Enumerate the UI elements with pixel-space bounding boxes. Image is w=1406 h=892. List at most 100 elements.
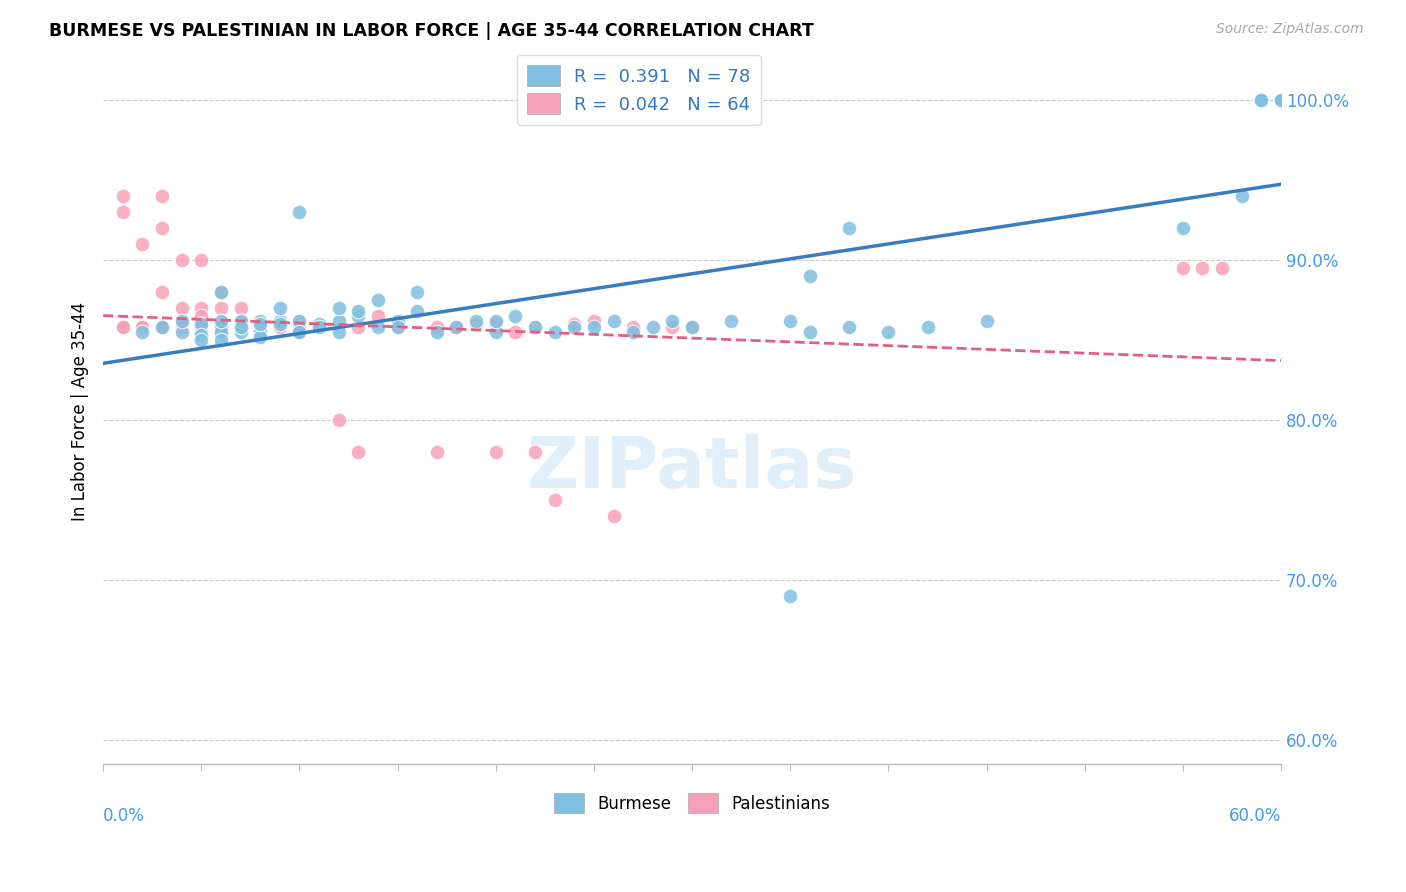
Point [661, 313, 683, 327]
Point [1191, 260, 1213, 275]
Point [328, 301, 350, 315]
Point [446, 320, 468, 334]
Point [150, 320, 173, 334]
Point [111, 188, 134, 202]
Point [190, 317, 212, 331]
Point [288, 320, 311, 334]
Point [485, 313, 508, 327]
Point [111, 204, 134, 219]
Point [269, 317, 291, 331]
Point [288, 325, 311, 339]
Point [288, 204, 311, 219]
Point [288, 313, 311, 327]
Point [249, 320, 271, 334]
Point [131, 320, 153, 334]
Point [387, 320, 409, 334]
Point [367, 309, 389, 323]
Point [347, 320, 370, 334]
Point [288, 325, 311, 339]
Point [1211, 260, 1233, 275]
Legend: Burmese, Palestinians: Burmese, Palestinians [547, 787, 837, 820]
Point [779, 313, 801, 327]
Point [621, 320, 644, 334]
Point [602, 313, 624, 327]
Point [426, 445, 449, 459]
Point [1250, 93, 1272, 107]
Point [288, 313, 311, 327]
Point [917, 320, 939, 334]
Point [1270, 93, 1292, 107]
Point [328, 413, 350, 427]
Point [249, 320, 271, 334]
Point [838, 320, 860, 334]
Point [465, 317, 488, 331]
Point [505, 309, 527, 323]
Point [229, 317, 252, 331]
Point [111, 320, 134, 334]
Point [209, 325, 232, 339]
Point [681, 320, 703, 334]
Point [838, 220, 860, 235]
Point [150, 320, 173, 334]
Point [328, 325, 350, 339]
Point [269, 317, 291, 331]
Point [582, 313, 605, 327]
Point [229, 320, 252, 334]
Point [347, 445, 370, 459]
Point [209, 313, 232, 327]
Point [308, 317, 330, 331]
Point [347, 309, 370, 323]
Point [681, 320, 703, 334]
Point [1270, 93, 1292, 107]
Point [249, 317, 271, 331]
Point [661, 320, 683, 334]
Point [799, 325, 821, 339]
Point [1250, 93, 1272, 107]
Point [229, 320, 252, 334]
Point [209, 320, 232, 334]
Point [485, 325, 508, 339]
Point [976, 313, 998, 327]
Point [485, 445, 508, 459]
Point [779, 589, 801, 603]
Point [190, 320, 212, 334]
Point [269, 301, 291, 315]
Point [799, 268, 821, 283]
Point [1230, 188, 1253, 202]
Point [190, 252, 212, 267]
Point [347, 304, 370, 318]
Point [1270, 93, 1292, 107]
Point [111, 320, 134, 334]
Point [170, 317, 193, 331]
Point [1270, 93, 1292, 107]
Point [150, 320, 173, 334]
Point [1171, 220, 1194, 235]
Point [190, 328, 212, 343]
Point [387, 320, 409, 334]
Point [209, 320, 232, 334]
Text: Source: ZipAtlas.com: Source: ZipAtlas.com [1216, 22, 1364, 37]
Point [150, 220, 173, 235]
Point [465, 313, 488, 327]
Text: ZIPatlas: ZIPatlas [527, 434, 858, 503]
Point [209, 285, 232, 299]
Point [170, 325, 193, 339]
Point [190, 317, 212, 331]
Point [288, 320, 311, 334]
Point [170, 313, 193, 327]
Point [209, 333, 232, 347]
Point [367, 293, 389, 307]
Point [877, 325, 900, 339]
Point [485, 320, 508, 334]
Point [602, 509, 624, 524]
Point [131, 320, 153, 334]
Text: 60.0%: 60.0% [1229, 806, 1281, 824]
Point [426, 320, 449, 334]
Point [1250, 93, 1272, 107]
Point [485, 317, 508, 331]
Point [543, 325, 565, 339]
Point [249, 325, 271, 339]
Point [170, 301, 193, 315]
Point [582, 320, 605, 334]
Point [209, 325, 232, 339]
